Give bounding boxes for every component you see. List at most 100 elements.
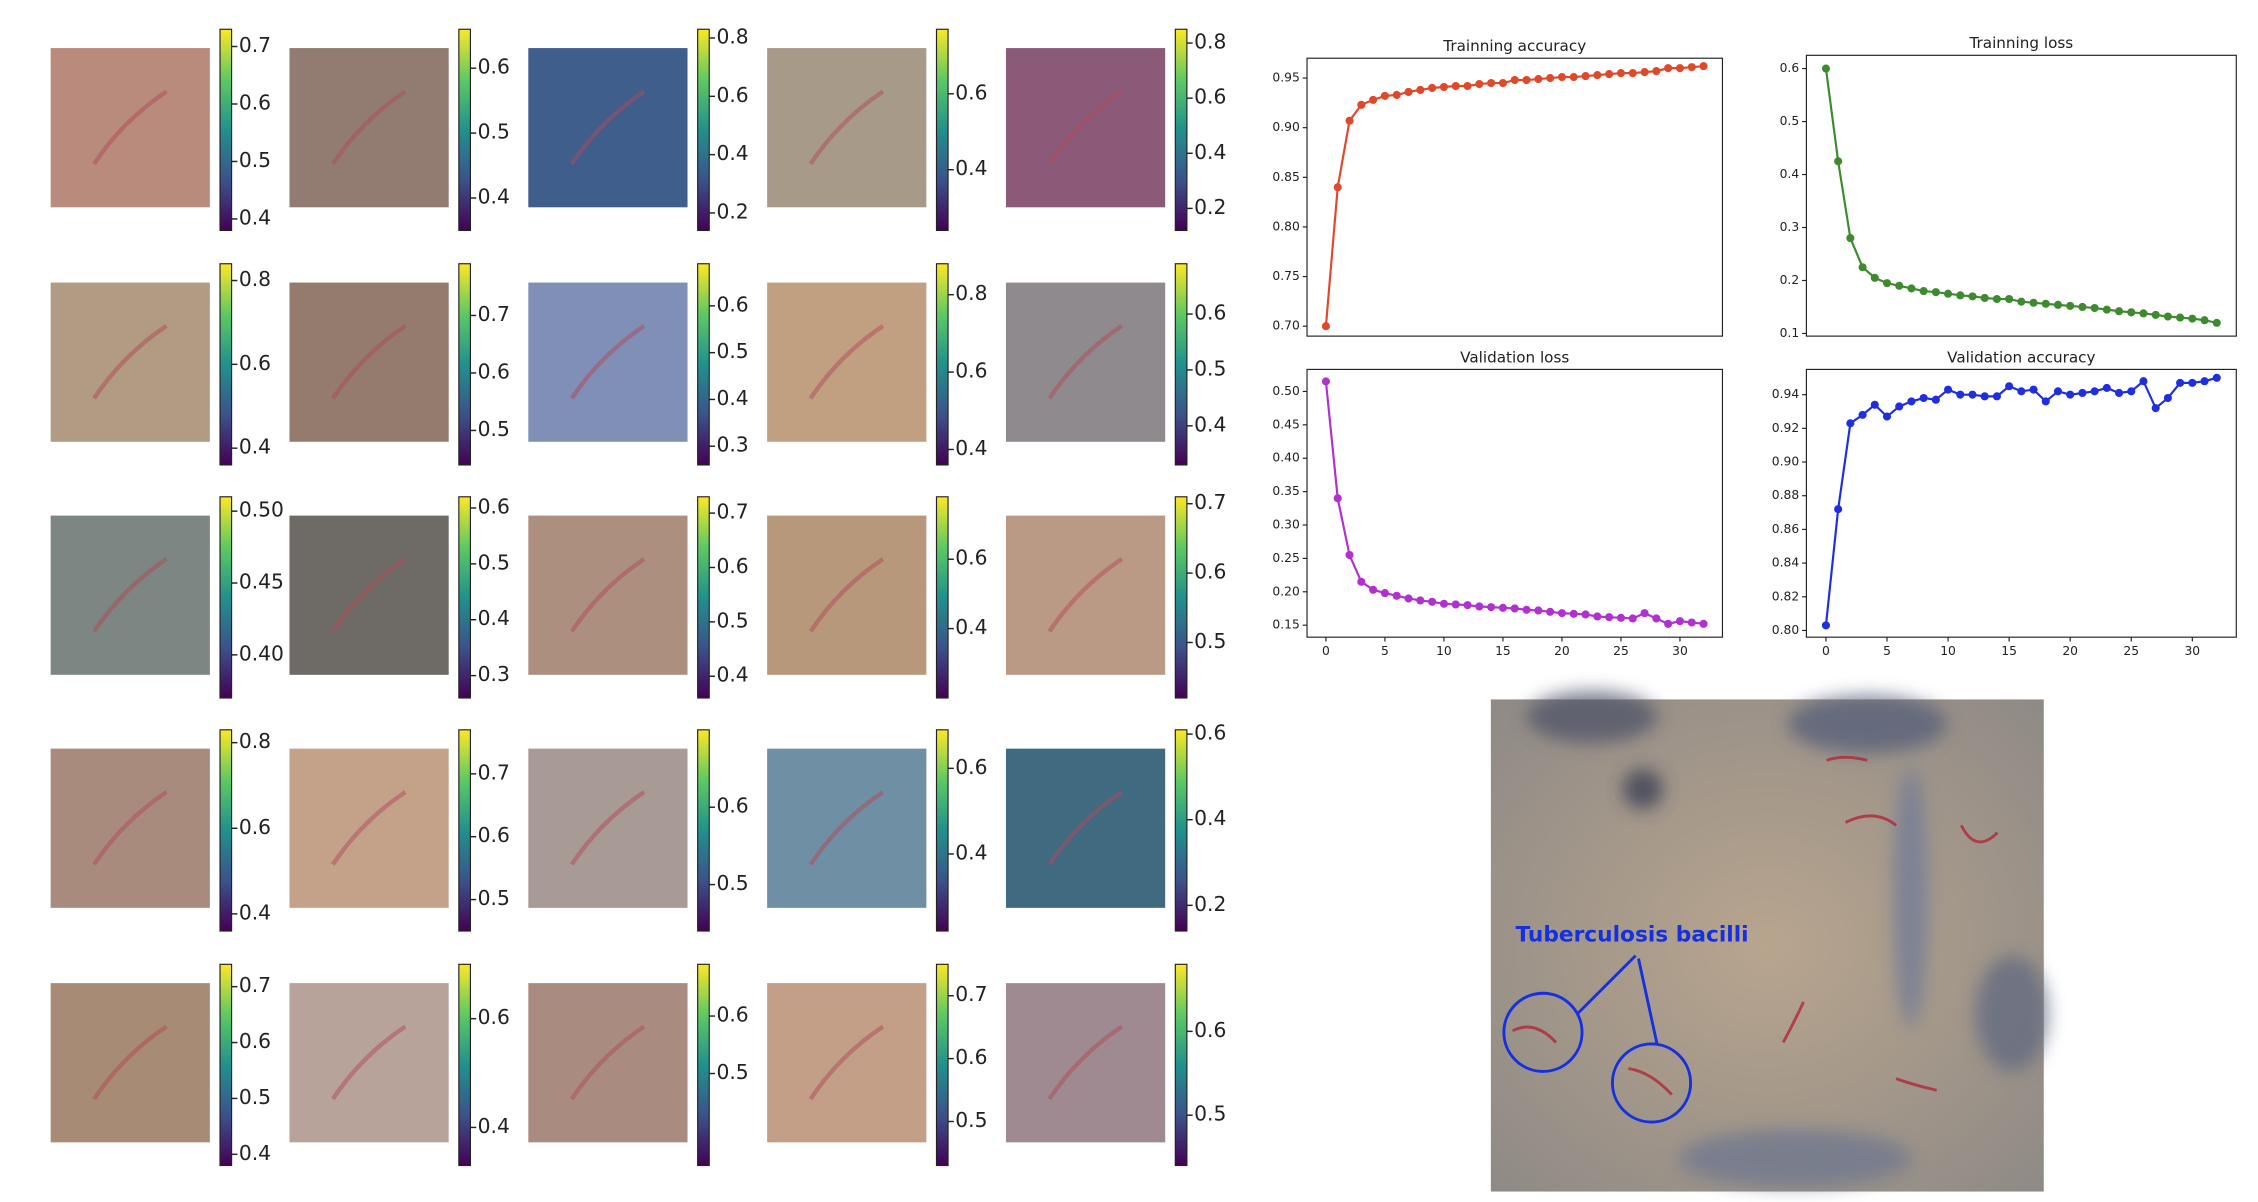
series-point bbox=[1931, 288, 1940, 297]
tile-bacillus bbox=[808, 557, 885, 633]
series-point bbox=[1628, 614, 1637, 623]
series-point bbox=[2066, 390, 2075, 399]
tile-bacillus bbox=[808, 89, 885, 166]
series-point bbox=[1569, 609, 1578, 618]
colorbar-tick-label: 0.4 bbox=[955, 156, 987, 180]
tile-bacillus bbox=[569, 1024, 646, 1101]
tile-bacillus bbox=[569, 557, 646, 633]
tile: 0.6 0.5 bbox=[528, 963, 749, 1167]
chart-title: Trainning accuracy bbox=[1442, 37, 1586, 55]
y-tick-label: 0.86 bbox=[1772, 522, 1800, 536]
tile: 0.7 0.6 0.5 bbox=[289, 263, 510, 466]
colorbar-tick-label: 0.5 bbox=[1194, 356, 1226, 380]
series-point bbox=[1956, 390, 1965, 399]
tile-image bbox=[767, 983, 927, 1143]
colorbar-tick-label: 0.6 bbox=[239, 90, 271, 114]
colorbar-tick-label: 0.7 bbox=[716, 500, 748, 524]
tile-bacillus bbox=[1047, 324, 1123, 400]
series-point bbox=[1605, 613, 1614, 622]
tile-bacillus bbox=[808, 1024, 885, 1101]
series-point bbox=[1664, 619, 1673, 628]
colorbar bbox=[935, 263, 949, 466]
colorbar-tick-label: 0.6 bbox=[1194, 560, 1226, 584]
series-point bbox=[2078, 302, 2087, 312]
tile-image bbox=[50, 515, 210, 675]
series-point bbox=[1992, 294, 2001, 304]
series-point bbox=[1882, 279, 1892, 288]
tile-image bbox=[767, 282, 927, 442]
tile: 0.50 0.45 0.40 bbox=[50, 496, 284, 699]
series-point bbox=[1980, 293, 1989, 303]
colorbar bbox=[458, 729, 471, 932]
colorbar-tick-label: 0.4 bbox=[955, 615, 987, 639]
tile: 0.6 0.4 bbox=[767, 729, 988, 932]
series-point bbox=[1392, 591, 1401, 600]
series-point bbox=[1510, 75, 1519, 85]
series-point bbox=[1870, 273, 1879, 282]
series-point bbox=[1834, 157, 1843, 166]
tile-image bbox=[767, 748, 927, 908]
series-point bbox=[1675, 64, 1685, 73]
series-point bbox=[1451, 81, 1460, 91]
colorbar-tick-label: 0.50 bbox=[239, 498, 284, 522]
tile-image bbox=[50, 748, 210, 908]
y-tick-label: 0.88 bbox=[1772, 488, 1799, 502]
colorbar-tick-label: 0.5 bbox=[478, 550, 510, 574]
series-point bbox=[1522, 605, 1531, 614]
colorbar-tick-label: 0.6 bbox=[955, 359, 987, 383]
y-tick-label: 0.35 bbox=[1272, 484, 1299, 498]
colorbar-tick-label: 0.4 bbox=[239, 435, 271, 459]
series-point bbox=[1487, 603, 1496, 612]
series-point bbox=[1593, 612, 1602, 621]
tile-bacillus bbox=[92, 89, 168, 166]
colorbar-tick-label: 0.6 bbox=[716, 83, 748, 107]
series-point bbox=[2200, 316, 2209, 325]
tile: 0.6 0.5 0.4 0.3 bbox=[528, 263, 749, 466]
series-point bbox=[1699, 62, 1708, 71]
series-point bbox=[1557, 73, 1567, 82]
series-point bbox=[1522, 75, 1531, 85]
y-tick-label: 0.94 bbox=[1772, 387, 1800, 401]
colorbar-tick-label: 0.4 bbox=[955, 840, 987, 864]
colorbar-tick-label: 0.45 bbox=[239, 570, 284, 594]
colorbar-tick-label: 0.6 bbox=[716, 1003, 748, 1027]
series-point bbox=[1380, 589, 1389, 598]
chart-title: Validation loss bbox=[1460, 348, 1569, 366]
series-point bbox=[1593, 71, 1602, 80]
colorbar-tick-label: 0.5 bbox=[239, 148, 271, 172]
series-point bbox=[2188, 314, 2197, 323]
colorbar-tick-label: 0.4 bbox=[955, 436, 987, 460]
y-tick-label: 0.3 bbox=[1780, 220, 1800, 234]
colorbar-tick-label: 0.7 bbox=[239, 33, 271, 57]
colorbar-tick-label: 0.2 bbox=[1194, 195, 1226, 219]
colorbar-tick-label: 0.4 bbox=[239, 1141, 271, 1165]
series-point bbox=[1640, 68, 1649, 77]
tile: 0.6 0.5 bbox=[1005, 963, 1226, 1167]
series-point bbox=[1321, 322, 1330, 331]
series-point bbox=[2005, 294, 2014, 304]
y-tick-label: 0.80 bbox=[1272, 219, 1299, 233]
x-tick-label: 10 bbox=[1940, 644, 1956, 658]
series-point bbox=[1439, 599, 1448, 608]
y-tick-label: 0.40 bbox=[1272, 451, 1299, 465]
tile-bacillus bbox=[569, 89, 646, 166]
series-point bbox=[1534, 75, 1543, 84]
series-point bbox=[1968, 390, 1977, 399]
series-point bbox=[2029, 385, 2038, 394]
tile-image bbox=[528, 48, 688, 208]
colorbar-tick-label: 0.4 bbox=[716, 663, 748, 687]
colorbar-tick-label: 0.6 bbox=[955, 755, 987, 779]
series-point bbox=[1652, 614, 1661, 623]
colorbar bbox=[1174, 963, 1188, 1167]
colorbar-tick-label: 0.7 bbox=[1194, 490, 1226, 514]
plot-frame bbox=[1805, 54, 2237, 337]
colorbar-tick-label: 0.5 bbox=[1194, 629, 1226, 653]
tile-bacillus bbox=[331, 1024, 407, 1101]
series-point bbox=[1380, 91, 1389, 100]
tile-image bbox=[289, 48, 449, 208]
series-point bbox=[2053, 387, 2063, 396]
series-point bbox=[1895, 402, 1904, 411]
tile-image bbox=[1005, 748, 1166, 908]
series-point bbox=[2188, 378, 2197, 387]
colorbar-tick-label: 0.5 bbox=[955, 1108, 987, 1132]
